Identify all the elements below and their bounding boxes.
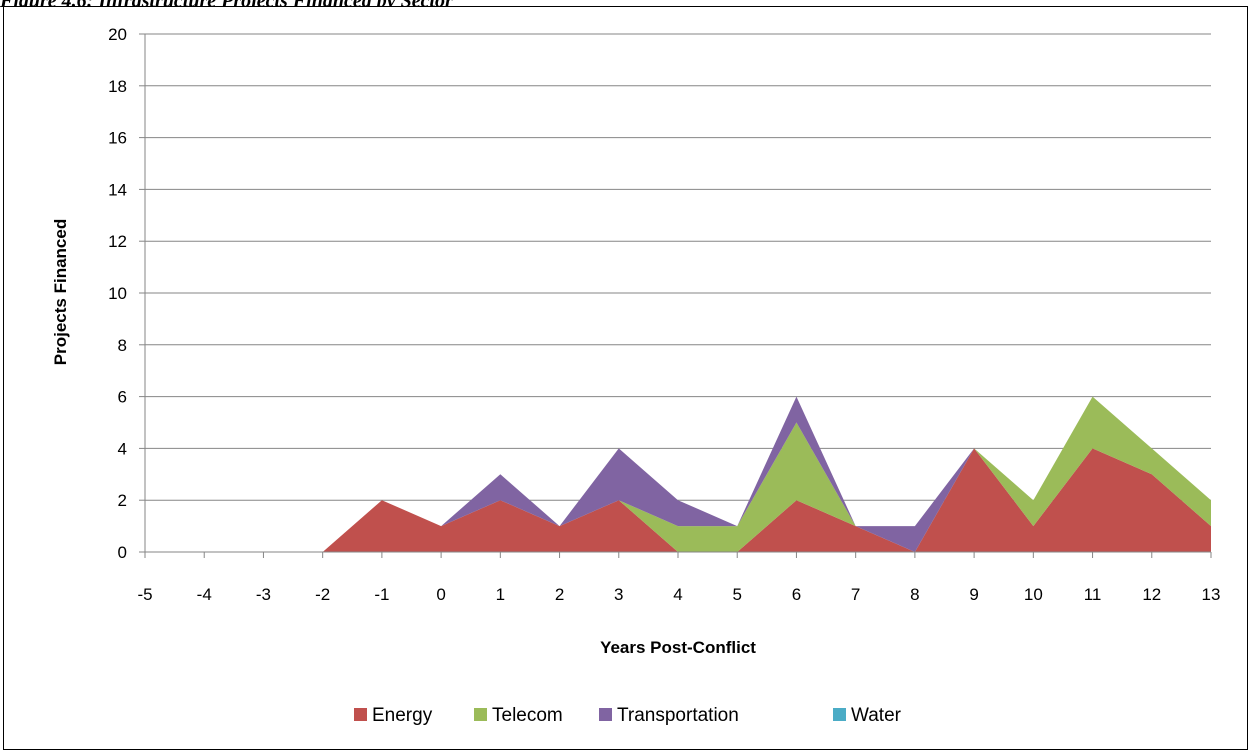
- y-tick-label: 14: [108, 180, 127, 199]
- x-tick-label: -2: [315, 585, 330, 604]
- x-tick-label: -4: [197, 585, 212, 604]
- x-tick-label: 8: [910, 585, 919, 604]
- y-tick-label: 8: [118, 336, 127, 355]
- y-axis-title: Projects Financed: [51, 219, 70, 365]
- legend-swatch-water: [833, 708, 846, 721]
- legend-swatch-energy: [354, 708, 367, 721]
- y-tick-label: 12: [108, 232, 127, 251]
- x-tick-label: 5: [732, 585, 741, 604]
- x-tick-label: -5: [137, 585, 152, 604]
- x-tick-label: 2: [555, 585, 564, 604]
- gridlines: [145, 33, 1211, 501]
- x-tick-label: 1: [496, 585, 505, 604]
- chart-frame: [3, 6, 1248, 750]
- x-tick-label: 13: [1202, 585, 1221, 604]
- x-tick-label: -1: [374, 585, 389, 604]
- legend-label-water: Water: [851, 705, 902, 726]
- legend-swatch-transportation: [599, 708, 612, 721]
- area-telecom: [145, 396, 1211, 552]
- y-tick-label: 16: [108, 129, 127, 148]
- legend-swatch-telecom: [474, 708, 487, 721]
- y-tick-label: 18: [108, 77, 127, 96]
- x-tick-label: 12: [1142, 585, 1161, 604]
- x-tick-label: 7: [851, 585, 860, 604]
- legend-label-energy: Energy: [372, 705, 433, 726]
- legend: Energy Telecom Transportation Water: [354, 705, 902, 726]
- legend-label-transportation: Transportation: [617, 705, 739, 726]
- x-tick-label: -3: [256, 585, 271, 604]
- y-tick-label: 0: [118, 543, 127, 562]
- y-tick-label: 4: [118, 439, 127, 458]
- x-tick-label: 6: [792, 585, 801, 604]
- x-tick-label: 10: [1024, 585, 1043, 604]
- x-tick-label: 3: [614, 585, 623, 604]
- x-tick-label: 4: [673, 585, 682, 604]
- y-tick-label: 20: [108, 25, 127, 44]
- y-tick-label: 2: [118, 491, 127, 510]
- x-tick-label: 9: [969, 585, 978, 604]
- y-tick-label: 6: [118, 388, 127, 407]
- x-tick-label: 11: [1084, 585, 1102, 604]
- y-tick-label: 10: [108, 284, 127, 303]
- x-tick-label: 0: [436, 585, 445, 604]
- legend-label-telecom: Telecom: [492, 705, 563, 726]
- area-transportation: [145, 396, 1211, 552]
- area-series-layer: [145, 396, 1211, 552]
- x-axis-title: Years Post-Conflict: [600, 638, 756, 657]
- area-energy: [145, 448, 1211, 552]
